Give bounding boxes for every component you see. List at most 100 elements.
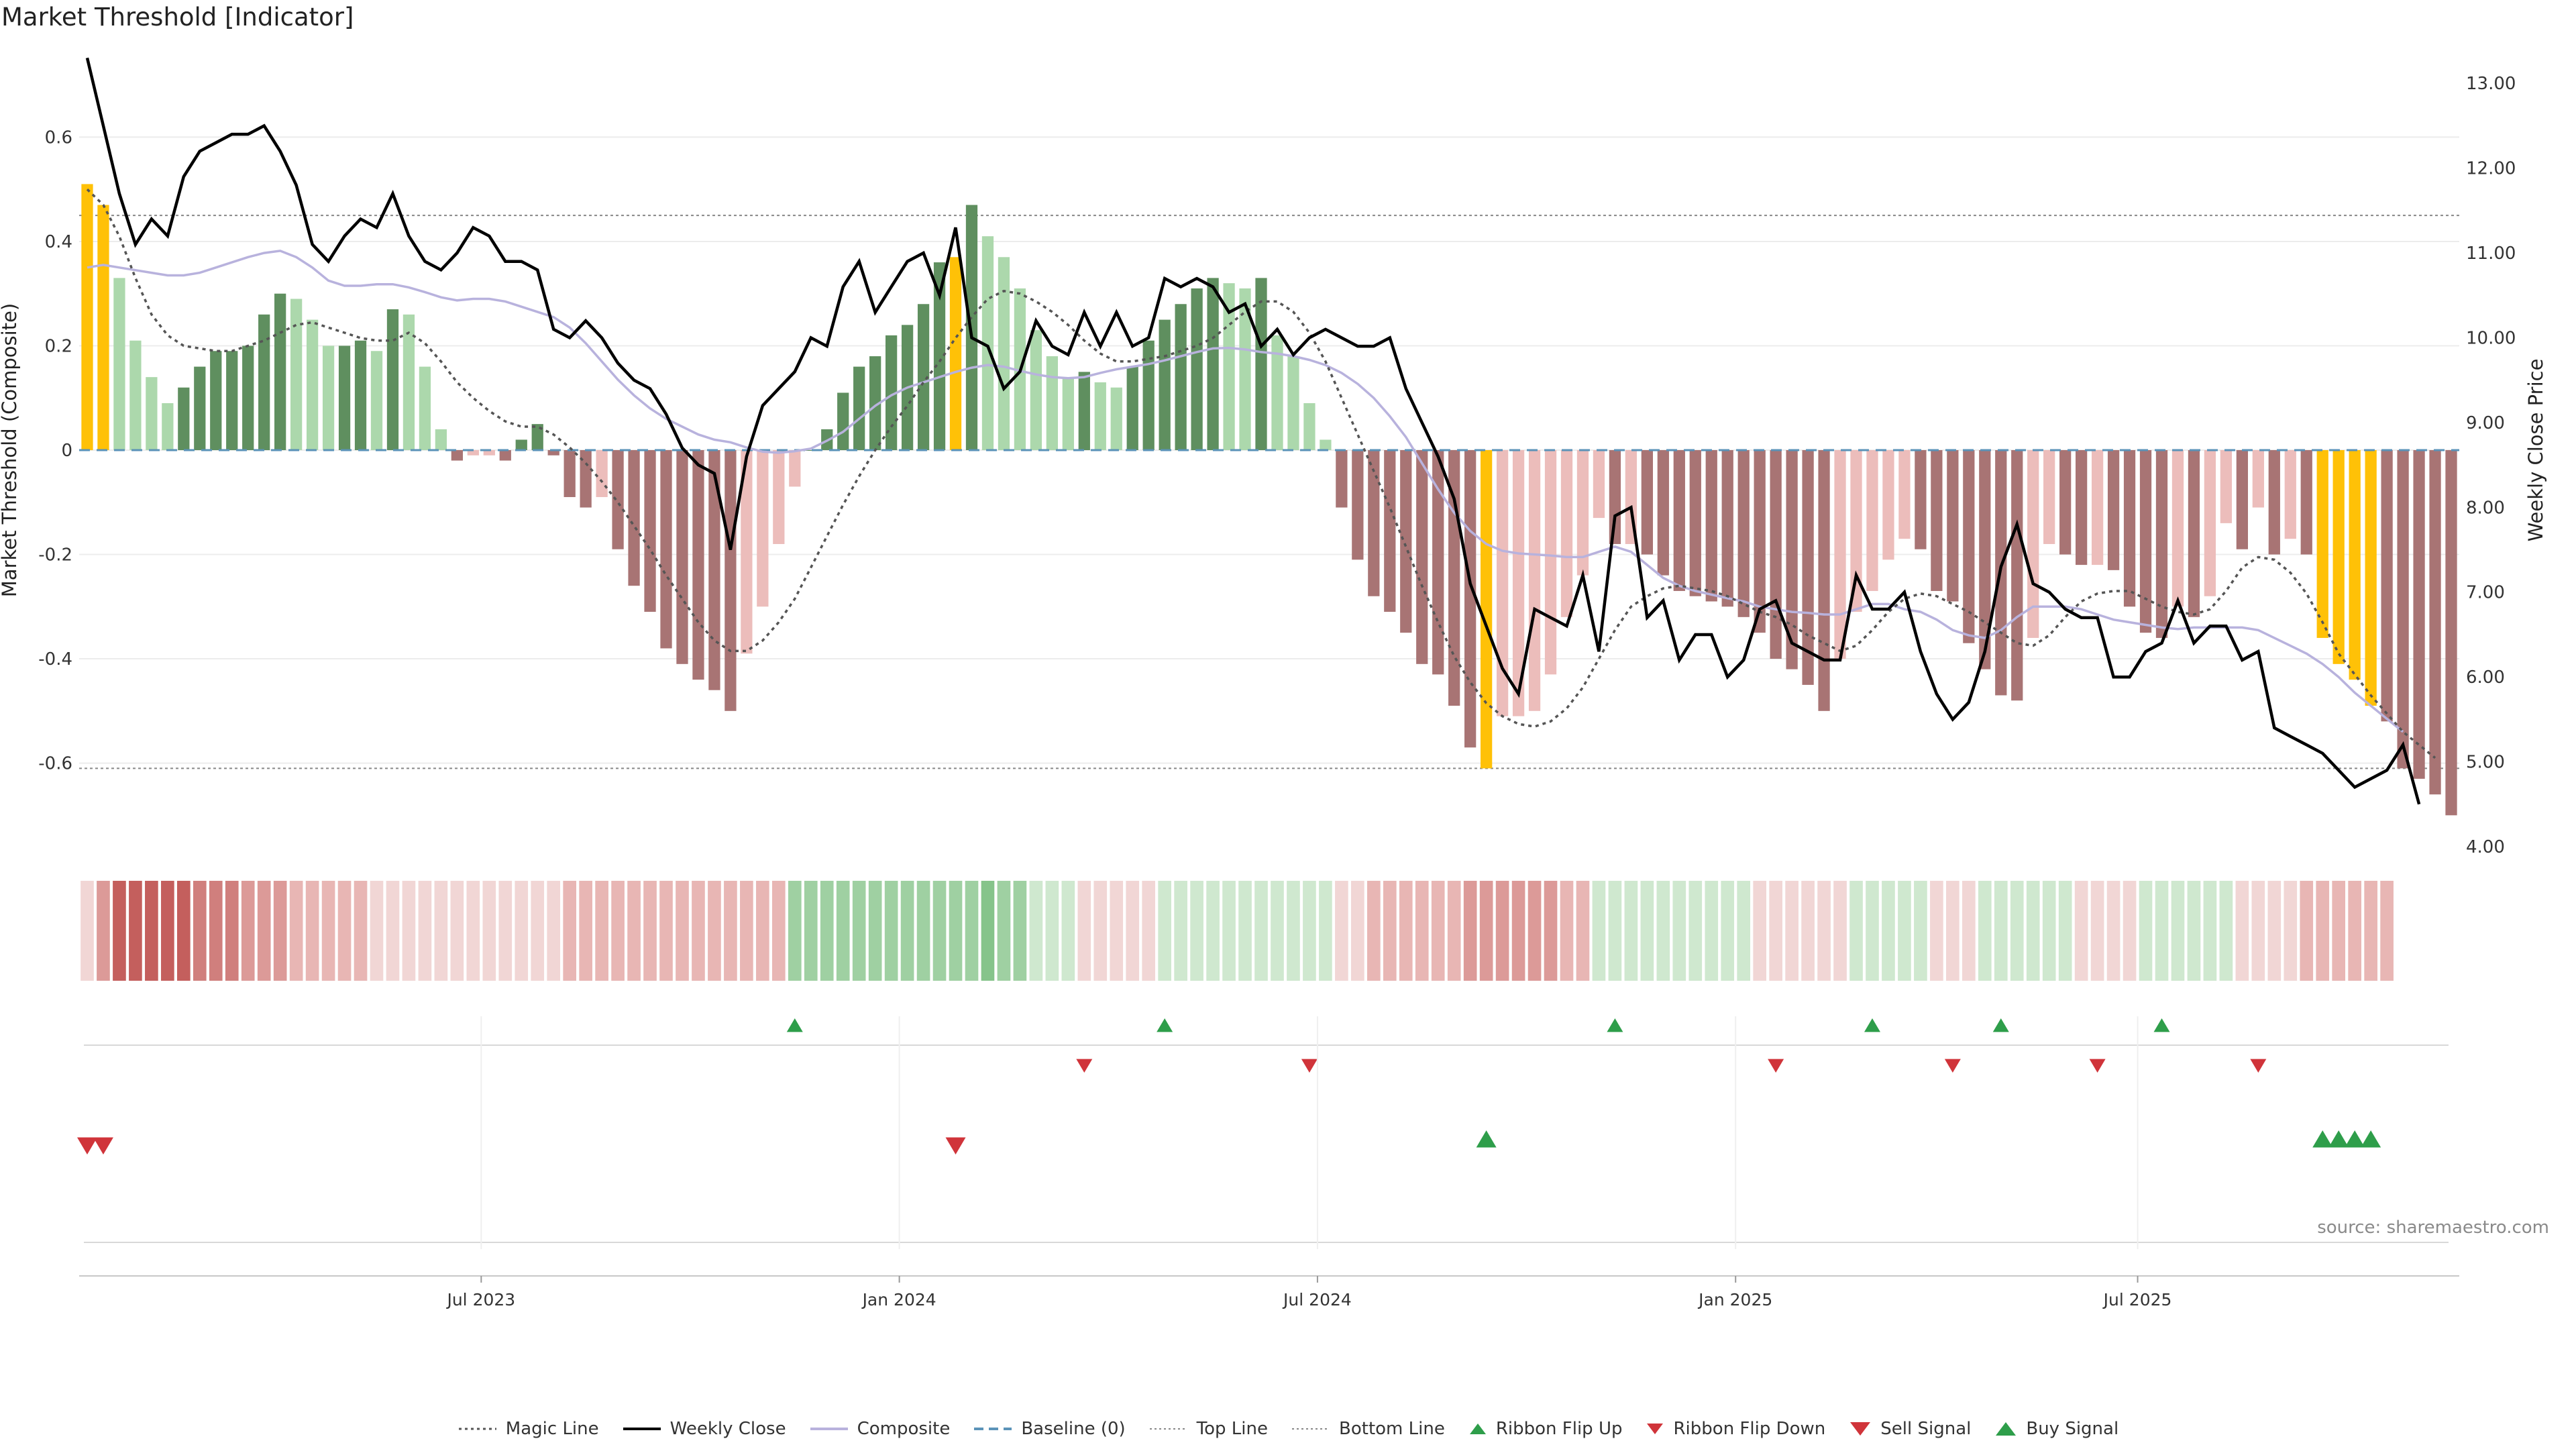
composite-bar xyxy=(2123,450,2136,607)
composite-bar xyxy=(2332,450,2345,664)
chart-title: Market Threshold [Indicator] xyxy=(1,3,354,32)
ribbon-cell xyxy=(2267,881,2282,981)
ribbon-cell xyxy=(852,881,866,981)
ribbon-flip-down-marker xyxy=(1944,1059,1961,1073)
ribbon-cell xyxy=(1431,881,1445,981)
ribbon-cell xyxy=(1656,881,1670,981)
composite-bar xyxy=(644,450,656,612)
ribbon-cell xyxy=(1866,881,1879,981)
composite-bar xyxy=(290,299,303,450)
composite-bar xyxy=(2236,450,2248,549)
ribbon-cell xyxy=(868,881,882,981)
x-tick-label: Jul 2023 xyxy=(445,1290,515,1309)
legend-label: Ribbon Flip Down xyxy=(1673,1419,1826,1439)
legend-label: Top Line xyxy=(1196,1419,1268,1439)
composite-bar xyxy=(2076,450,2088,566)
ribbon-cell xyxy=(1190,881,1203,981)
ribbon-cell xyxy=(1914,881,1927,981)
ribbon-flip-down-marker xyxy=(1301,1059,1318,1073)
composite-bar xyxy=(869,356,881,450)
composite-bar xyxy=(338,345,351,450)
composite-bar xyxy=(2284,450,2296,539)
composite-bar xyxy=(2413,450,2425,779)
composite-bar xyxy=(1786,450,1798,669)
composite-bar xyxy=(1223,283,1235,450)
ribbon-cell xyxy=(370,881,384,981)
composite-bar xyxy=(596,450,608,497)
buy-signal-marker xyxy=(2361,1130,2381,1148)
ribbon-cell xyxy=(1592,881,1606,981)
signal-markers xyxy=(76,1018,2449,1243)
composite-bar xyxy=(1721,450,1733,607)
ribbon-cell xyxy=(2219,881,2233,981)
composite-bar xyxy=(1287,356,1299,450)
ribbon-cell xyxy=(884,881,898,981)
composite-bar xyxy=(1802,450,1814,685)
legend-label: Sell Signal xyxy=(1880,1419,1972,1439)
ribbon-cell xyxy=(547,881,561,981)
composite-bar xyxy=(2107,450,2120,570)
composite-bar xyxy=(1271,335,1283,450)
composite-bar xyxy=(129,340,142,450)
legend-item-ribbon-flip-up: Ribbon Flip Up xyxy=(1468,1419,1622,1439)
legend-item-buy-signal: Buy Signal xyxy=(1994,1419,2118,1439)
buy-signal-marker xyxy=(1476,1130,1497,1148)
composite-bar xyxy=(1866,450,1878,591)
ribbon-cell xyxy=(482,881,496,981)
ribbon-cell xyxy=(2364,881,2377,981)
source-note: source: sharemaestro.com xyxy=(2317,1218,2549,1238)
composite-bar xyxy=(1737,450,1750,617)
ribbon-flip-up-marker xyxy=(1157,1018,1173,1032)
ribbon-cell xyxy=(1254,881,1268,981)
composite-bar xyxy=(354,340,367,450)
composite-bar xyxy=(564,450,576,497)
composite-bar xyxy=(178,387,190,450)
composite-bar xyxy=(2155,450,2168,638)
ribbon-cell xyxy=(386,881,400,981)
ribbon-cell xyxy=(1303,881,1316,981)
ribbon-cell xyxy=(1029,881,1043,981)
ribbon-flip-down-marker xyxy=(2250,1059,2267,1073)
composite-bar xyxy=(917,304,930,450)
ribbon-cell xyxy=(498,881,513,981)
composite-bar xyxy=(1464,450,1477,748)
composite-bar xyxy=(1175,304,1187,450)
composite-bar xyxy=(1947,450,1959,602)
ribbon-cell xyxy=(1898,881,1911,981)
ribbon-cell xyxy=(2235,881,2249,981)
ribbon-flip-up-marker xyxy=(786,1018,803,1032)
y-right-axis-label: Weekly Close Price xyxy=(2524,359,2547,542)
composite-bar xyxy=(274,293,286,450)
ribbon-cell xyxy=(273,881,287,981)
composite-bar xyxy=(1609,450,1621,544)
composite-bar xyxy=(933,262,946,450)
composite-bar xyxy=(853,366,865,450)
y-right-tick-label: 5.00 xyxy=(2466,753,2505,773)
ribbon-cell xyxy=(659,881,673,981)
composite-bar xyxy=(2268,450,2280,555)
ribbon-cell xyxy=(2316,881,2330,981)
composite-bar xyxy=(2091,450,2104,566)
composite-bar xyxy=(1481,450,1493,769)
triangle-down-icon xyxy=(1647,1424,1664,1434)
composite-bar xyxy=(499,450,511,461)
ribbon-cell xyxy=(305,881,319,981)
composite-bar xyxy=(1400,450,1412,633)
composite-bar xyxy=(2365,450,2377,706)
ribbon-cell xyxy=(676,881,689,981)
ribbon-cell xyxy=(1495,881,1509,981)
ribbon-cell xyxy=(627,881,641,981)
ribbon-cell xyxy=(2332,881,2346,981)
composite-bar xyxy=(1882,450,1894,560)
ribbon-cell xyxy=(2058,881,2072,981)
ribbon-cell xyxy=(2171,881,2185,981)
composite-bar xyxy=(612,450,624,549)
ribbon-cell xyxy=(1608,881,1622,981)
ribbon-cell xyxy=(289,881,303,981)
composite-line xyxy=(87,250,2404,733)
composite-bar xyxy=(1850,450,1862,612)
composite-bar xyxy=(1705,450,1717,602)
ribbon-cell xyxy=(337,881,352,981)
composite-bar xyxy=(837,392,849,450)
